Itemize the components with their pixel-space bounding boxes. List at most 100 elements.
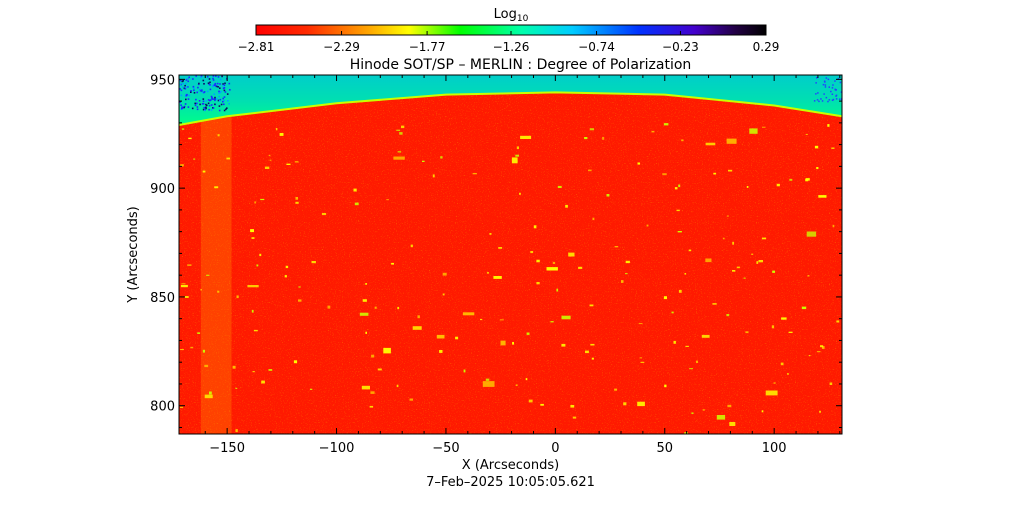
- polarization-patch: [293, 360, 298, 364]
- polarization-patch: [684, 273, 687, 275]
- polarization-patch: [269, 159, 272, 161]
- polarization-patch: [365, 331, 367, 334]
- polarization-patch: [247, 285, 259, 288]
- polarization-patch: [193, 158, 196, 160]
- noise-pixel: [837, 77, 840, 80]
- noise-pixel: [839, 81, 842, 84]
- polarization-patch: [736, 266, 740, 269]
- polarization-patch: [253, 329, 258, 332]
- polarization-patch: [396, 384, 399, 388]
- polarization-patch: [286, 163, 291, 165]
- noise-pixel: [196, 108, 199, 111]
- x-tick-label: −100: [319, 441, 355, 456]
- polarization-patch: [530, 251, 534, 254]
- polarization-patch: [181, 128, 185, 130]
- polarization-patch: [374, 306, 377, 309]
- noise-pixel: [187, 106, 190, 108]
- noise-pixel: [182, 82, 184, 85]
- polarization-patch: [556, 288, 559, 292]
- noise-pixel: [197, 86, 199, 89]
- polarization-patch: [399, 132, 403, 135]
- noise-pixel: [197, 83, 200, 86]
- noise-pixel: [832, 84, 834, 86]
- noise-pixel: [201, 89, 203, 91]
- noise-pixel: [195, 75, 197, 77]
- y-tick-label: 950: [150, 73, 175, 88]
- polarization-patch: [190, 346, 194, 349]
- noise-pixel: [179, 88, 181, 90]
- polarization-patch: [821, 346, 825, 349]
- polarization-patch: [462, 312, 475, 316]
- polarization-patch: [482, 381, 495, 387]
- polarization-patch: [614, 246, 619, 248]
- noise-pixel: [214, 103, 216, 106]
- polarization-patch: [432, 174, 435, 178]
- polarization-patch: [184, 296, 189, 298]
- polarization-patch: [499, 319, 504, 321]
- noise-pixel: [220, 90, 222, 93]
- polarization-patch: [816, 167, 819, 170]
- polarization-patch: [773, 382, 776, 384]
- noise-pixel: [824, 86, 827, 88]
- polarization-patch: [677, 231, 682, 233]
- polarization-patch: [515, 154, 519, 157]
- noise-pixel: [217, 86, 219, 88]
- polarization-patch: [383, 347, 391, 354]
- polarization-patch: [685, 345, 689, 347]
- polarization-patch: [489, 233, 492, 235]
- polarization-patch: [512, 342, 514, 345]
- noise-pixel: [221, 75, 223, 78]
- polarization-patch: [519, 192, 521, 195]
- noise-pixel: [223, 103, 225, 106]
- noise-pixel: [218, 100, 221, 102]
- polarization-patch: [264, 166, 270, 169]
- noise-pixel: [181, 80, 184, 83]
- noise-pixel: [186, 78, 189, 80]
- noise-pixel: [828, 99, 831, 101]
- polarization-patch: [439, 350, 443, 353]
- noise-pixel: [198, 82, 200, 85]
- noise-pixel: [830, 90, 832, 93]
- polarization-patch: [180, 284, 188, 288]
- y-tick-label: 800: [150, 400, 175, 415]
- noise-pixel: [203, 83, 205, 85]
- polarization-patch: [705, 142, 716, 146]
- noise-pixel: [202, 98, 205, 100]
- polarization-patch: [200, 289, 202, 291]
- polarization-patch: [651, 130, 655, 133]
- noise-pixel: [818, 100, 820, 103]
- polarization-patch: [546, 267, 558, 271]
- polarization-patch: [589, 304, 594, 307]
- polarization-patch: [180, 349, 184, 351]
- polarization-patch: [321, 213, 327, 216]
- noise-pixel: [204, 109, 206, 112]
- polarization-patch: [353, 188, 357, 192]
- noise-pixel: [218, 109, 221, 112]
- noise-pixel: [214, 82, 217, 85]
- noise-pixel: [212, 75, 215, 77]
- noise-pixel: [198, 100, 201, 102]
- noise-pixel: [180, 89, 183, 92]
- noise-pixel: [208, 104, 211, 107]
- noise-pixel: [835, 95, 837, 97]
- polarization-patch: [637, 162, 640, 165]
- y-axis-label: Y (Arcseconds): [126, 206, 141, 303]
- polarization-patch: [311, 261, 316, 264]
- noise-pixel: [192, 85, 195, 88]
- noise-pixel: [209, 99, 212, 101]
- polarization-patch: [206, 274, 210, 276]
- noise-pixel: [211, 96, 213, 99]
- polarization-patch: [188, 137, 192, 140]
- plot-frame: [178, 74, 843, 435]
- noise-pixel: [820, 98, 822, 100]
- polarization-patch: [295, 201, 299, 204]
- polarization-patch: [309, 388, 313, 390]
- noise-pixel: [223, 109, 226, 112]
- noise-pixel: [219, 98, 222, 101]
- polarization-patch: [827, 124, 830, 127]
- polarization-patch: [268, 154, 271, 157]
- noise-pixel: [210, 104, 213, 106]
- noise-pixel: [205, 100, 207, 102]
- polarization-patch: [565, 204, 568, 208]
- polarization-patch: [361, 385, 370, 390]
